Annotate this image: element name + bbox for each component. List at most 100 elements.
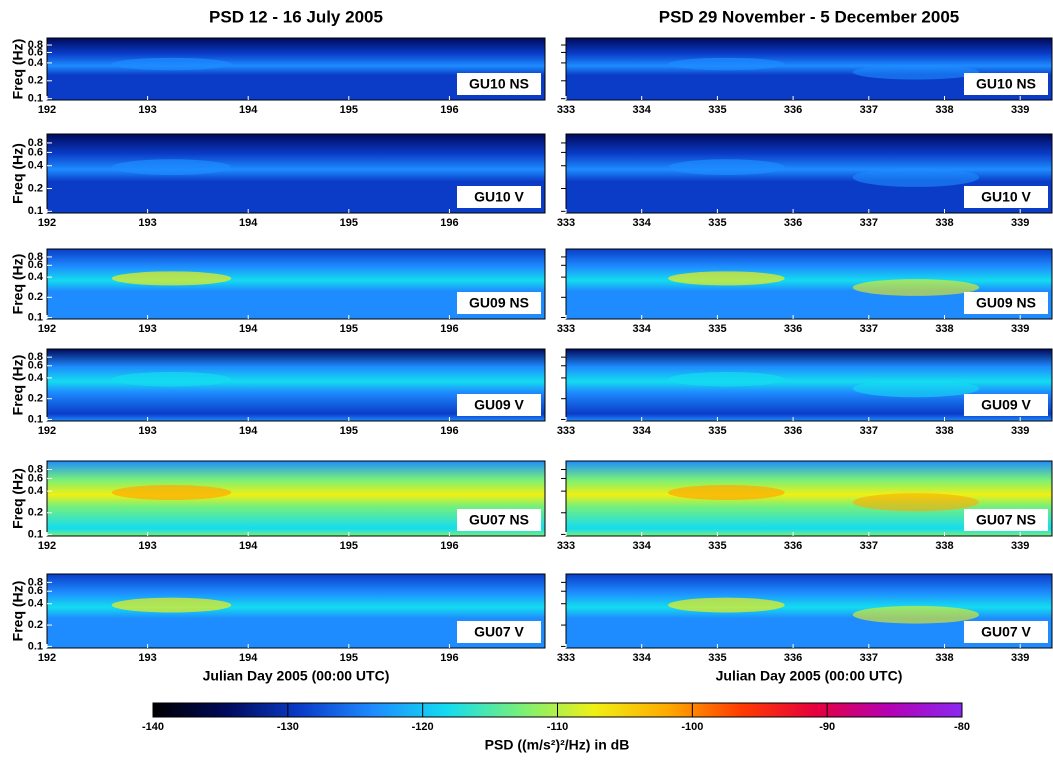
x-tick-label: 196 (440, 540, 458, 552)
colorbar-tick-label: -90 (819, 721, 835, 733)
y-tick-label: 0.2 (28, 75, 43, 87)
x-tick-label: 333 (557, 425, 575, 437)
x-tick-label: 339 (1011, 540, 1029, 552)
x-tick-label: 194 (239, 217, 258, 229)
x-tick-label: 336 (784, 217, 802, 229)
colorbar-tick-label: -120 (412, 721, 434, 733)
panel-label-box (457, 394, 541, 416)
spectrogram-blob (668, 271, 785, 286)
panel-label-box (964, 186, 1048, 208)
colorbar-tick-label: -100 (681, 721, 703, 733)
x-tick-label: 335 (708, 425, 726, 437)
spectrogram-blob (111, 485, 232, 500)
x-tick-label: 195 (340, 540, 358, 552)
x-tick-label: 192 (38, 425, 56, 437)
colorbar-tick-label: -130 (277, 721, 299, 733)
panel-frame (46, 248, 546, 320)
x-tick-label: 192 (38, 540, 56, 552)
x-tick-label: 333 (557, 104, 575, 116)
y-tick-label: 0.6 (28, 360, 43, 372)
y-tick-label: 0.8 (28, 351, 43, 363)
y-tick-label: 0.8 (28, 463, 43, 475)
panel-frame (565, 348, 1053, 422)
x-tick-label: 195 (340, 652, 358, 664)
x-tick-label: 195 (340, 217, 358, 229)
y-tick-label: 0.6 (28, 46, 43, 58)
x-tick-label: 337 (860, 104, 878, 116)
spectrogram-blob (111, 271, 232, 286)
colorbar-tick-label: -110 (547, 721, 568, 733)
y-tick-label: 0.4 (28, 271, 44, 283)
y-tick-label: 0.1 (28, 205, 43, 217)
spectrogram-blob (852, 379, 980, 398)
x-tick-label: 339 (1011, 217, 1029, 229)
x-tick-label: 193 (138, 323, 156, 335)
colorbar-label: PSD ((m/s²)²/Hz) in dB (485, 737, 630, 753)
y-axis-label: Freq (Hz) (10, 581, 26, 642)
panel-label-box (457, 186, 541, 208)
spectrogram-blob (111, 57, 232, 71)
x-tick-label: 192 (38, 217, 56, 229)
x-tick-label: 196 (440, 323, 458, 335)
panel-label: GU07 NS (469, 512, 529, 528)
x-tick-label: 194 (239, 323, 258, 335)
x-tick-label: 333 (557, 540, 575, 552)
panel-label-box (457, 509, 541, 531)
y-tick-label: 0.2 (28, 507, 43, 519)
spectrogram-blob (852, 605, 980, 624)
y-axis-label: Freq (Hz) (10, 143, 26, 204)
panel-label-box (964, 621, 1048, 643)
panel-frame (46, 460, 546, 537)
x-tick-label: 336 (784, 652, 802, 664)
x-tick-label: 194 (239, 540, 258, 552)
x-tick-label: 196 (440, 104, 458, 116)
x-tick-label: 194 (239, 652, 258, 664)
y-tick-label: 0.8 (28, 39, 43, 51)
x-tick-label: 339 (1011, 323, 1029, 335)
y-tick-label: 0.4 (28, 160, 44, 172)
x-tick-label: 339 (1011, 425, 1029, 437)
spectrogram-blob (111, 597, 232, 613)
y-axis-label: Freq (Hz) (10, 355, 26, 416)
x-axis-label: Julian Day 2005 (00:00 UTC) (716, 668, 903, 684)
y-tick-label: 0.6 (28, 585, 43, 597)
x-tick-label: 334 (633, 217, 652, 229)
x-tick-label: 193 (138, 652, 156, 664)
x-tick-label: 335 (708, 104, 726, 116)
x-tick-label: 194 (239, 425, 258, 437)
x-tick-label: 334 (633, 323, 652, 335)
x-tick-label: 335 (708, 652, 726, 664)
spectrogram-blob (668, 159, 785, 176)
x-tick-label: 192 (38, 323, 56, 335)
x-tick-label: 193 (138, 104, 156, 116)
spectrogram-blob (852, 493, 980, 512)
y-tick-label: 0.1 (28, 528, 43, 540)
panel-label: GU09 V (981, 397, 1031, 413)
y-tick-label: 0.2 (28, 182, 43, 194)
panel-label: GU07 NS (976, 512, 1036, 528)
panel-label-box (964, 509, 1048, 531)
y-tick-label: 0.4 (28, 598, 44, 610)
x-axis-label: Julian Day 2005 (00:00 UTC) (203, 668, 390, 684)
spectrogram-blob (852, 167, 980, 187)
x-tick-label: 336 (784, 540, 802, 552)
x-tick-label: 337 (860, 540, 878, 552)
spectrogram-blob (852, 64, 980, 80)
x-tick-label: 334 (633, 104, 652, 116)
panel-column-title: PSD 29 November - 5 December 2005 (659, 7, 960, 26)
spectrogram-blob (668, 597, 785, 613)
panel-frame (565, 573, 1053, 649)
panel-label: GU10 NS (976, 76, 1036, 92)
panel-label-box (457, 292, 541, 314)
x-tick-label: 338 (935, 217, 953, 229)
panel-frame (565, 37, 1053, 101)
x-tick-label: 334 (633, 652, 652, 664)
y-tick-label: 0.6 (28, 472, 43, 484)
panel-label: GU10 NS (469, 76, 529, 92)
y-tick-label: 0.1 (28, 93, 43, 105)
panel-label: GU07 V (981, 624, 1031, 640)
spectrogram-blob (668, 485, 785, 500)
x-tick-label: 337 (860, 425, 878, 437)
x-tick-label: 336 (784, 104, 802, 116)
x-tick-label: 337 (860, 217, 878, 229)
